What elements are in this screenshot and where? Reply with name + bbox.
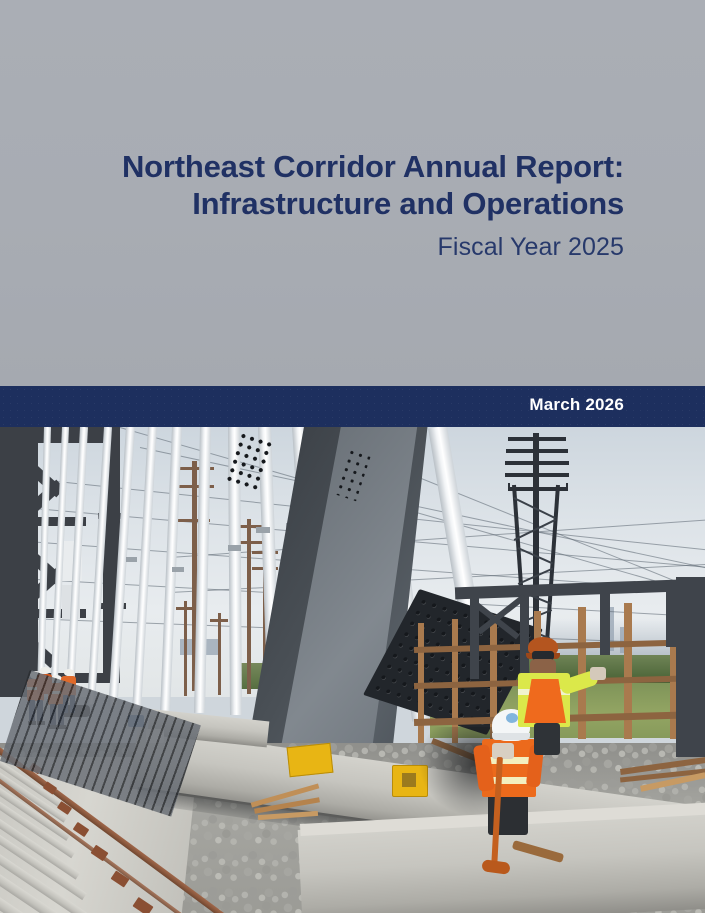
poly-sheeting (195, 716, 242, 763)
safety-glasses (532, 651, 554, 660)
date-band: March 2026 (0, 386, 705, 427)
cover-photograph: NORTHEAST CORRIDOR COMMISSION (0, 427, 705, 913)
worker-face (530, 659, 556, 677)
page-title-line-1: Northeast Corridor Annual Report: (121, 149, 624, 184)
worker-glove (590, 667, 606, 680)
title-block: Northeast Corridor Annual Report: Infras… (64, 148, 624, 262)
worker-trousers (534, 723, 560, 755)
hard-hat-brim (492, 733, 530, 740)
yellow-sign (286, 742, 334, 778)
poly-sheeting (566, 785, 701, 854)
worker-gloves (492, 743, 514, 759)
title-area: Northeast Corridor Annual Report: Infras… (0, 0, 705, 386)
page-title-line-2: Infrastructure and Operations (192, 186, 624, 221)
vest-overlay (524, 679, 566, 723)
equipment-opening (402, 773, 416, 787)
hard-hat-decal (506, 713, 518, 723)
page-subtitle: Fiscal Year 2025 (437, 233, 624, 261)
skyline-building (608, 607, 614, 651)
publication-date: March 2026 (529, 395, 624, 414)
date-band-texture (0, 386, 705, 427)
